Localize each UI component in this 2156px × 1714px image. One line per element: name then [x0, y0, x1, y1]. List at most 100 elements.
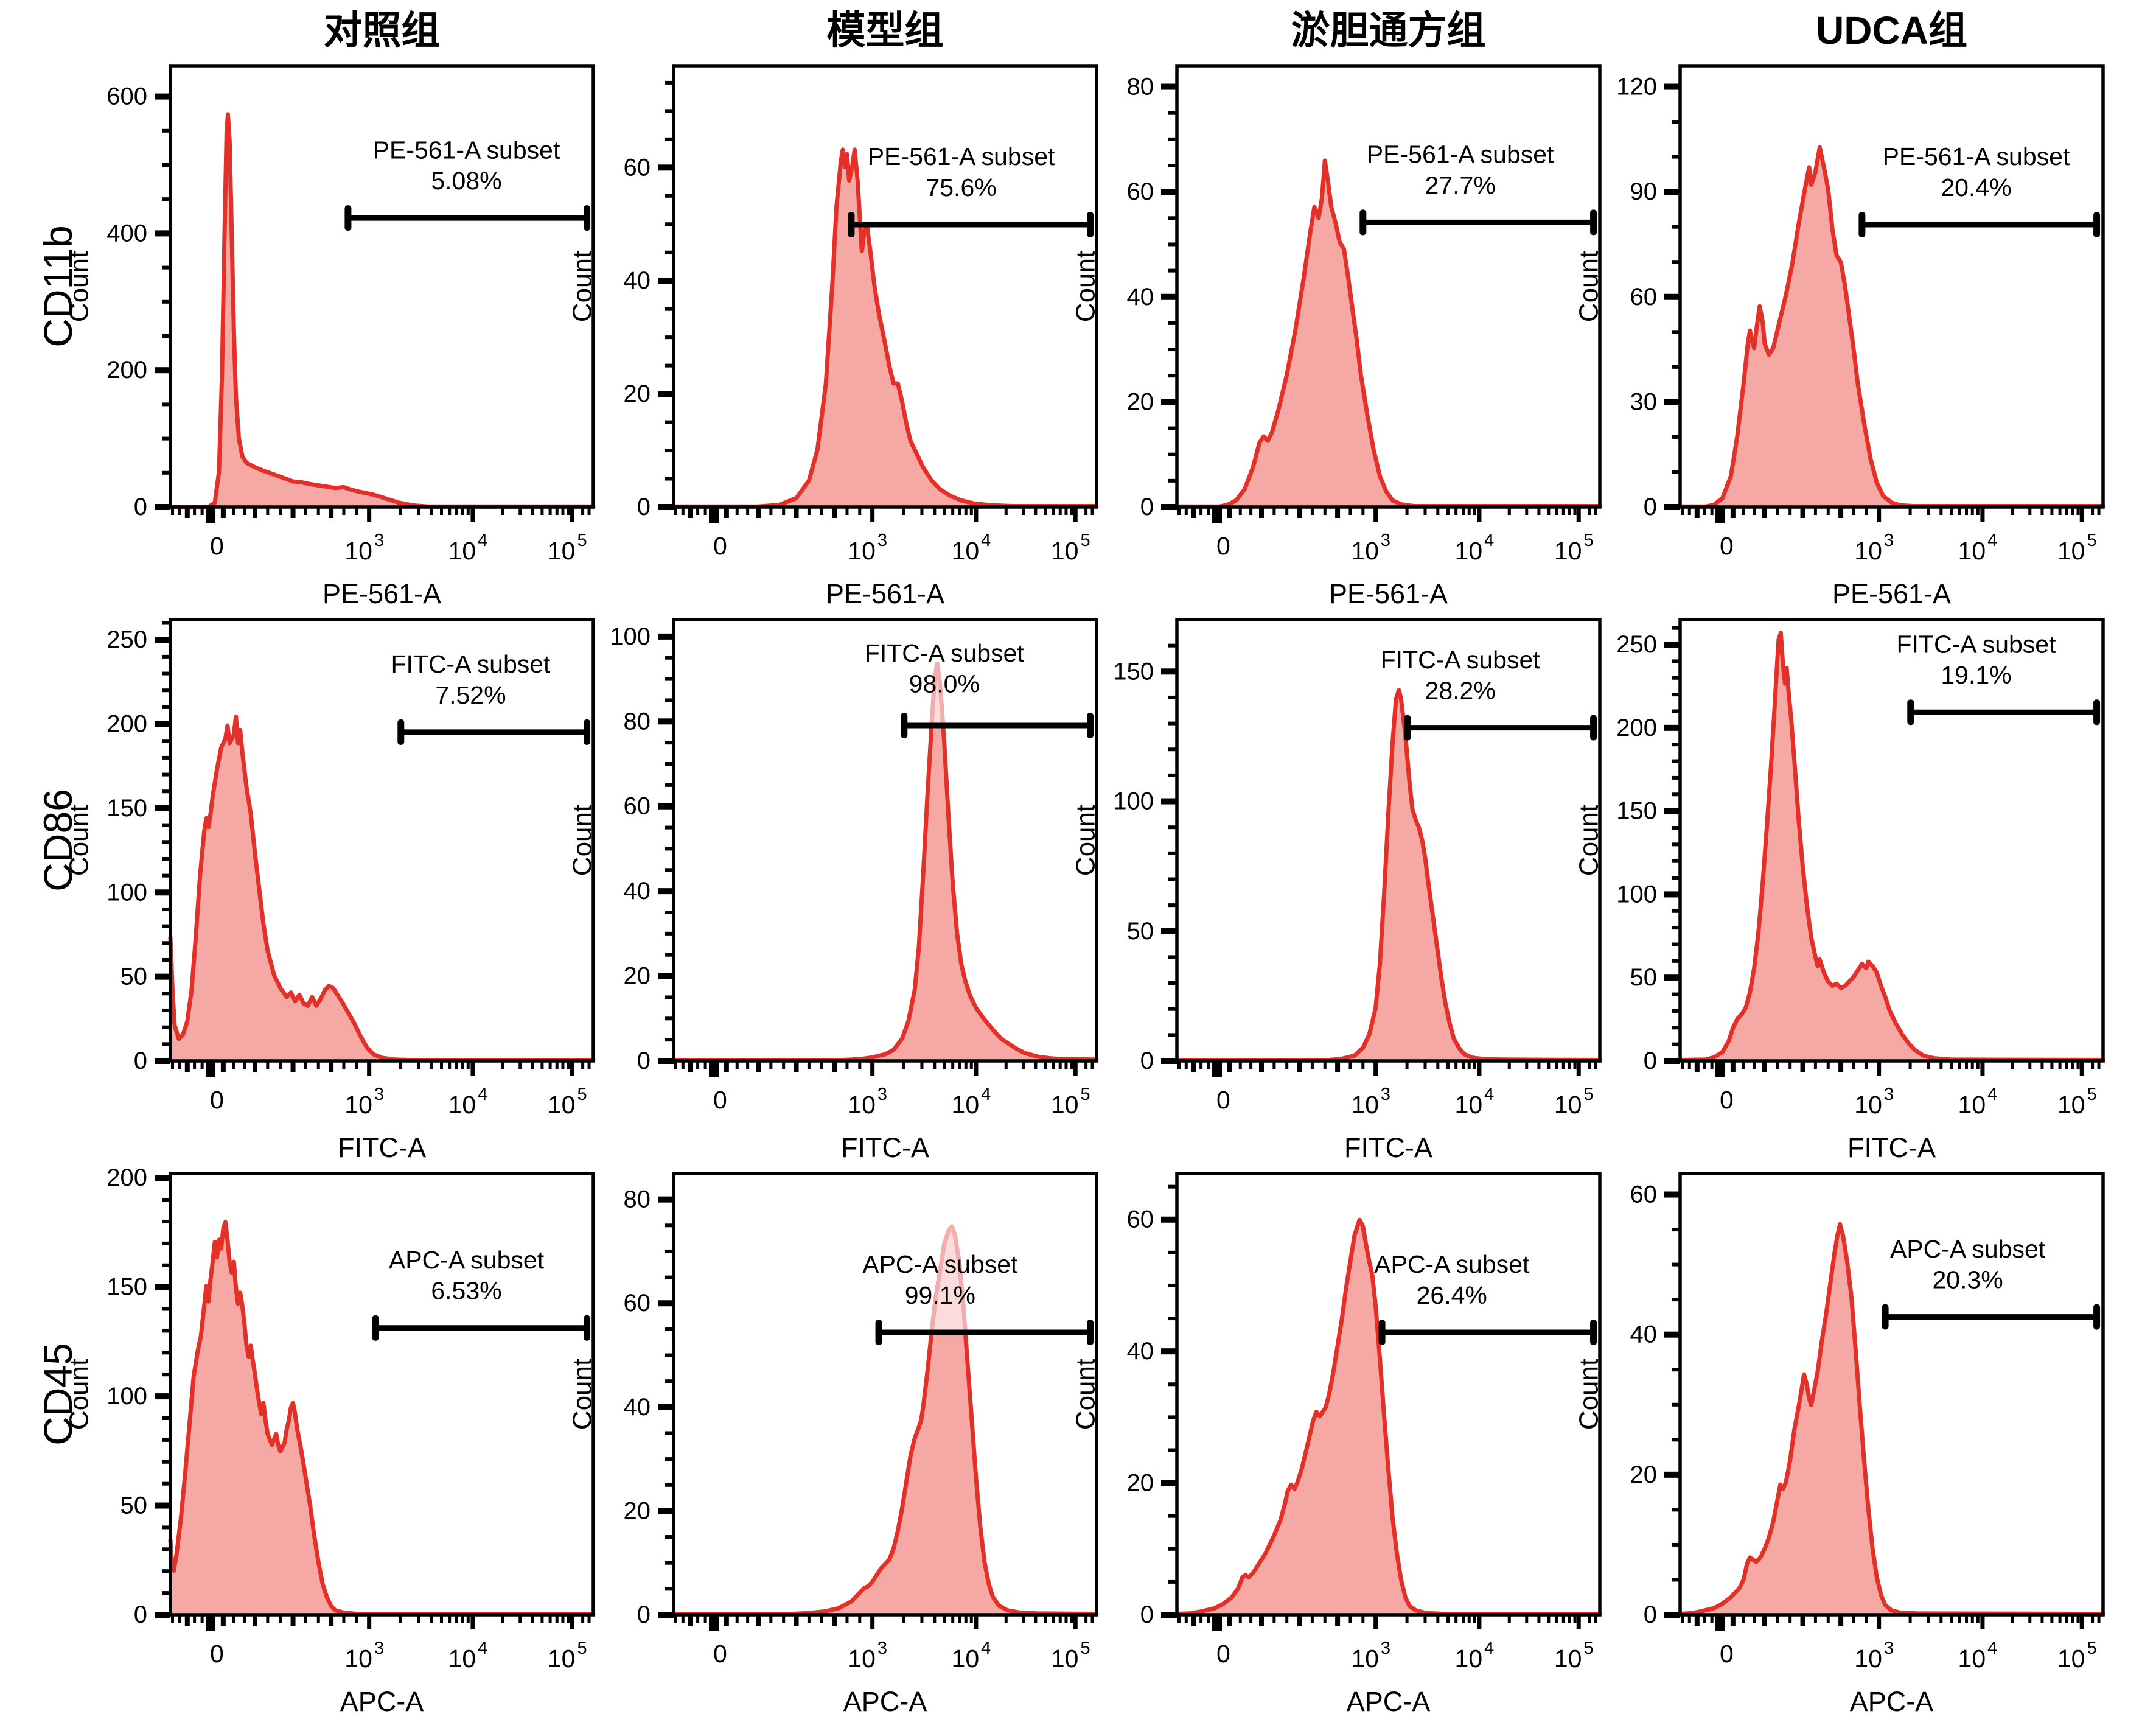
- y-tick-label: 40: [1127, 284, 1154, 310]
- y-tick-label: 20: [1630, 1461, 1658, 1488]
- plot-border: [672, 618, 1098, 1063]
- y-axis-label: Count: [1574, 805, 1604, 876]
- gate-bracket: [848, 212, 1094, 237]
- histogram-curve: [1174, 158, 1602, 509]
- y-tick-label: 30: [1630, 388, 1658, 415]
- y-tick-label: 50: [120, 1492, 148, 1519]
- panel-CD86-r2c3: 0 50 100 150 0 10 3 10 4 10 5 FITC-A Count FITC-A sub…: [1071, 618, 1602, 1163]
- y-tick-label: 20: [624, 963, 651, 990]
- y-tick-label: 0: [1140, 1048, 1154, 1074]
- x-axis-label: APC-A: [340, 1686, 424, 1714]
- svg-text:104: 10 4: [1958, 531, 1998, 565]
- plot-border: [1678, 1172, 2105, 1617]
- y-axis-ticks: 0 50 100 150 200: [106, 1164, 170, 1628]
- subset-highlight: [929, 1224, 968, 1332]
- y-axis-ticks: 0 20 40 60: [624, 80, 674, 520]
- x-tick-labels: 0 10 3 10 4 10 5: [1720, 1085, 2097, 1119]
- y-axis-ticks: 0 50 100 150 200 250: [106, 621, 170, 1074]
- y-tick-label: 0: [134, 1601, 147, 1628]
- x-axis-ticks: [1177, 507, 1597, 523]
- gate-bracket: [1907, 699, 2101, 726]
- svg-text:105: 10 5: [1051, 1639, 1090, 1673]
- y-tick-label: 60: [624, 154, 651, 181]
- y-axis-ticks: 0 200 400 600: [106, 83, 170, 520]
- y-axis-ticks: 0 20 40 60 80: [624, 1186, 674, 1628]
- y-axis-label: Count: [1574, 251, 1604, 322]
- svg-text:105: 10 5: [1051, 531, 1090, 565]
- x-tick-labels: 0 10 3 10 4 10 5: [210, 1085, 587, 1119]
- subset-percent: 98.0%: [909, 670, 980, 698]
- panel-CD86-r2c4: 0 50 100 150 200 250 0 10 3 10 4 10 5 FITC-A Count FITC…: [1574, 618, 2105, 1163]
- panel-CD45-r3c3: 0 20 40 60 0 10 3 10 4 10 5 APC-A Count APC-A subset 2…: [1071, 1172, 1602, 1714]
- y-tick-label: 20: [624, 380, 651, 407]
- y-axis-ticks: 0 20 40 60: [1127, 1184, 1177, 1628]
- x-axis-ticks: [1680, 1061, 2101, 1077]
- svg-text:105: 10 5: [1554, 1085, 1594, 1119]
- y-axis-ticks: 0 50 100 150 200 250: [1616, 626, 1680, 1074]
- histogram-curve: [168, 715, 596, 1062]
- y-tick-label: 90: [1630, 178, 1658, 205]
- y-tick-label: 150: [106, 1274, 147, 1301]
- gate-bracket: [1378, 1320, 1597, 1345]
- histogram-fill: [1680, 1224, 2103, 1615]
- y-tick-label: 20: [1127, 1470, 1154, 1497]
- subset-percent: 26.4%: [1417, 1281, 1487, 1309]
- subset-percent: 7.52%: [435, 681, 506, 709]
- y-tick-label: 200: [1616, 715, 1657, 741]
- y-axis-ticks: 0 20 40 60 80: [1127, 74, 1177, 520]
- histogram-curve: [1678, 1222, 2105, 1616]
- svg-text:0: 0: [1720, 1640, 1734, 1668]
- y-tick-label: 200: [106, 711, 147, 738]
- svg-text:104: 10 4: [448, 531, 488, 565]
- y-tick-label: 0: [1140, 1601, 1154, 1628]
- svg-text:0: 0: [713, 532, 727, 560]
- histogram-fill: [674, 149, 1097, 508]
- svg-text:104: 10 4: [1958, 1639, 1998, 1673]
- subset-label: PE-561-A subset: [868, 142, 1055, 170]
- y-axis-label: Count: [65, 251, 94, 322]
- subset-label: PE-561-A subset: [1367, 141, 1554, 169]
- y-tick-label: 80: [624, 1186, 651, 1213]
- y-tick-label: 250: [1616, 631, 1657, 658]
- svg-text:104: 10 4: [1455, 1639, 1495, 1673]
- histogram-curve: [1678, 145, 2105, 509]
- x-axis-ticks: [170, 1615, 591, 1631]
- svg-text:103: 10 3: [1351, 1085, 1390, 1119]
- y-tick-label: 60: [1127, 1206, 1154, 1233]
- panel-CD86-r2c1: 0 50 100 150 200 250 0 10 3 10 4 10 5 FITC-A Count FITC…: [65, 618, 596, 1163]
- svg-text:103: 10 3: [344, 1085, 384, 1119]
- x-tick-labels: 0 10 3 10 4 10 5: [713, 1639, 1090, 1673]
- svg-text:105: 10 5: [1554, 531, 1594, 565]
- column-title-2: 模型组: [827, 9, 944, 52]
- y-tick-label: 0: [637, 1048, 651, 1074]
- x-axis-label: APC-A: [1850, 1686, 1934, 1714]
- x-axis-ticks: [674, 1615, 1094, 1631]
- x-tick-labels: 0 10 3 10 4 10 5: [1720, 1639, 2097, 1673]
- gate-bracket: [372, 1315, 591, 1341]
- x-axis-ticks: [1177, 1615, 1597, 1631]
- y-tick-label: 0: [1140, 494, 1154, 520]
- gate-bracket: [1359, 209, 1597, 236]
- y-tick-label: 60: [624, 793, 651, 820]
- x-axis-label: APC-A: [1347, 1686, 1431, 1714]
- y-tick-label: 0: [134, 494, 147, 520]
- svg-text:0: 0: [1216, 532, 1230, 560]
- y-tick-label: 60: [1630, 1181, 1658, 1208]
- x-axis-ticks: [674, 507, 1094, 523]
- y-tick-label: 200: [106, 1164, 147, 1191]
- svg-text:105: 10 5: [1051, 1085, 1090, 1119]
- svg-text:0: 0: [1216, 1640, 1230, 1668]
- plot-border: [1175, 64, 1602, 509]
- histogram-curve: [671, 1224, 1099, 1616]
- y-axis-label: Count: [568, 251, 598, 322]
- gate-bracket: [875, 1320, 1094, 1345]
- svg-text:103: 10 3: [344, 531, 384, 565]
- svg-text:103: 10 3: [1854, 1085, 1894, 1119]
- y-tick-label: 80: [624, 708, 651, 735]
- subset-label: PE-561-A subset: [1883, 142, 2070, 170]
- histogram-curve: [1174, 1217, 1602, 1616]
- x-tick-labels: 0 10 3 10 4 10 5: [1216, 1639, 1594, 1673]
- x-axis-label: PE-561-A: [323, 578, 441, 609]
- x-tick-labels: 0 10 3 10 4 10 5: [1720, 531, 2097, 565]
- svg-text:103: 10 3: [848, 1639, 887, 1673]
